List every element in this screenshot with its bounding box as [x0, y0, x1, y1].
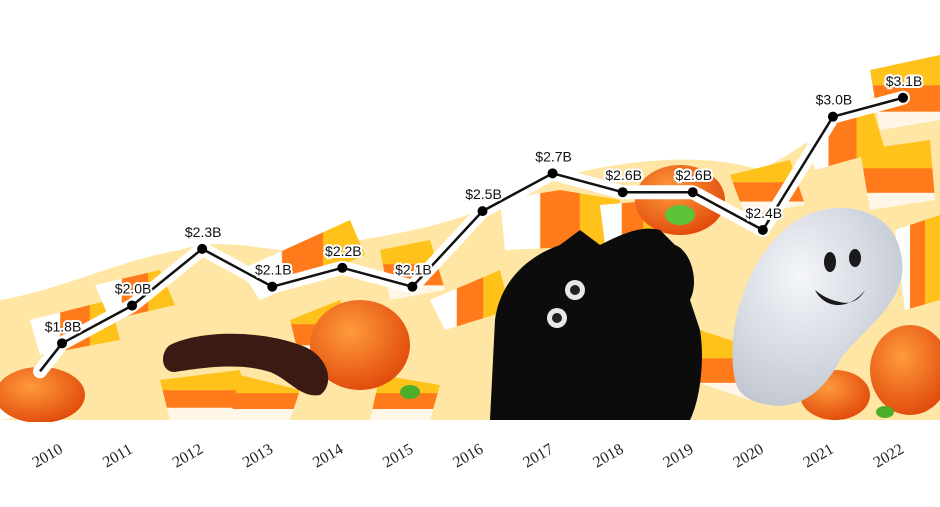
data-label-2020: $2.4B [746, 205, 783, 221]
candy-photo-background [0, 55, 940, 423]
data-label-2011: $2.0B [115, 281, 152, 297]
data-label-2015: $2.1B [395, 262, 432, 278]
black-cat-candy [490, 228, 702, 420]
data-label-2010: $1.8B [45, 318, 82, 334]
data-point-2014 [337, 262, 348, 273]
data-point-2010 [57, 338, 67, 349]
data-point-2020 [757, 225, 768, 235]
data-point-2019 [687, 187, 698, 198]
data-label-2016: $2.5B [465, 186, 502, 202]
candy-corn-group [0, 55, 940, 420]
data-point-2017 [547, 168, 558, 179]
data-label-2018: $2.6B [605, 167, 642, 183]
data-label-layer: $1.8B $2.0B $2.3B $2.1B $2.2B $2.1B $2.5B $2.7B… [43, 71, 925, 337]
data-point-2022 [898, 92, 908, 103]
data-label-2019: $2.6B [675, 167, 712, 183]
candy-pumpkin-group [0, 165, 940, 423]
series-line [39, 96, 904, 373]
data-point-2011 [127, 300, 138, 311]
data-label-2017: $2.7B [535, 148, 572, 164]
data-point-2012 [197, 243, 208, 254]
data-point-2018 [617, 187, 628, 198]
series-layer [33, 90, 910, 379]
data-point-2016 [477, 206, 488, 217]
data-label-2013: $2.1B [255, 262, 292, 278]
data-point-2015 [407, 281, 418, 292]
data-label-2022: $3.1B [886, 73, 923, 89]
data-point-2013 [267, 281, 278, 292]
axis-band [0, 422, 940, 507]
data-label-2014: $2.2B [325, 243, 362, 259]
data-label-2021: $3.0B [816, 92, 853, 108]
gummy-worm [163, 333, 329, 396]
data-label-2012: $2.3B [185, 224, 222, 240]
data-point-2021 [827, 111, 838, 122]
foil-ghost-candy [732, 207, 903, 406]
